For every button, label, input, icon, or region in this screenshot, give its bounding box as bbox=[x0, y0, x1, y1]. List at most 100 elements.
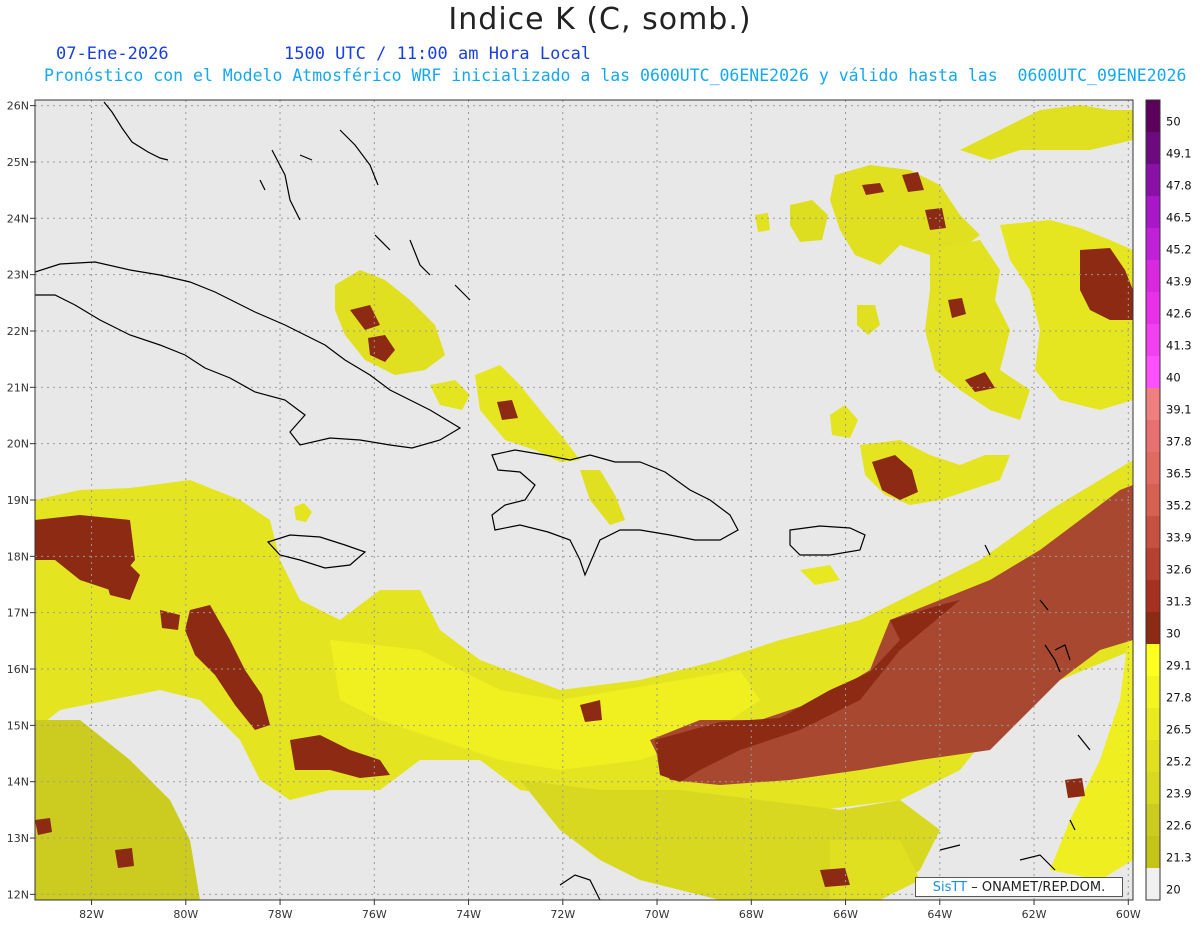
colorbar-swatch bbox=[1146, 228, 1160, 261]
colorbar-label: 33.9 bbox=[1166, 531, 1192, 545]
map-title: Indice K (C, somb.) bbox=[448, 2, 752, 37]
colorbar-label: 46.5 bbox=[1166, 211, 1192, 225]
lon-tick-label: 70W bbox=[645, 908, 670, 921]
colorbar-swatch bbox=[1146, 132, 1160, 165]
forecast-description: Pronóstico con el Modelo Atmosférico WRF… bbox=[44, 66, 1187, 85]
lon-tick-label: 78W bbox=[268, 908, 293, 921]
colorbar-label: 30 bbox=[1166, 627, 1181, 641]
coastline-jamaica bbox=[266, 534, 367, 569]
lon-tick-label: 76W bbox=[362, 908, 387, 921]
coastline-cuba bbox=[35, 261, 462, 449]
colorbar-label: 36.5 bbox=[1166, 467, 1192, 481]
colorbar-swatch bbox=[1146, 260, 1160, 293]
colorbar: 50 49.1 47.8 46.5 45.2 43.9 42.6 41.3 40 39.1 37.8… bbox=[1145, 99, 1192, 901]
colorbar-swatch bbox=[1146, 708, 1160, 741]
lat-tick-label: 13N bbox=[7, 832, 29, 845]
colorbar-label: 41.3 bbox=[1166, 339, 1192, 353]
lon-tick-label: 60W bbox=[1116, 908, 1141, 921]
lat-tick-label: 24N bbox=[7, 212, 29, 225]
colorbar-label: 29.1 bbox=[1166, 659, 1192, 673]
colorbar-swatch bbox=[1146, 868, 1160, 901]
colorbar-label: 45.2 bbox=[1166, 243, 1192, 257]
colorbar-swatch bbox=[1146, 484, 1160, 517]
lat-tick-label: 25N bbox=[7, 156, 29, 169]
sistt-logo: SisTT bbox=[932, 880, 968, 895]
coastline-hispaniola bbox=[491, 449, 739, 577]
lon-tick-label: 80W bbox=[173, 908, 198, 921]
colorbar-swatch bbox=[1146, 644, 1160, 677]
colorbar-label: 49.1 bbox=[1166, 147, 1192, 161]
colorbar-label: 50 bbox=[1166, 115, 1181, 129]
lon-tick-label: 82W bbox=[79, 908, 104, 921]
lat-tick-label: 15N bbox=[7, 719, 29, 732]
colorbar-label: 21.3 bbox=[1166, 851, 1192, 865]
lat-tick-label: 26N bbox=[7, 100, 29, 113]
colorbar-label: 31.3 bbox=[1166, 595, 1192, 609]
credit-organization: – ONAMET/REP.DOM. bbox=[971, 880, 1106, 895]
colorbar-swatch bbox=[1146, 548, 1160, 581]
k-index-field bbox=[35, 105, 1133, 900]
colorbar-label: 26.5 bbox=[1166, 723, 1192, 737]
colorbar-swatch bbox=[1146, 388, 1160, 421]
lon-tick-label: 64W bbox=[927, 908, 952, 921]
colorbar-label: 25.2 bbox=[1166, 755, 1192, 769]
coastline-florida bbox=[103, 101, 169, 161]
colorbar-swatch bbox=[1146, 452, 1160, 485]
colorbar-label: 35.2 bbox=[1166, 499, 1192, 513]
latitude-tick-labels: 26N 25N 24N 23N 22N 21N 20N 19N 18N 17N 16N 15N 14N 1… bbox=[7, 100, 35, 901]
lat-tick-label: 16N bbox=[7, 663, 29, 676]
lat-tick-label: 22N bbox=[7, 325, 29, 338]
lon-tick-label: 68W bbox=[739, 908, 764, 921]
colorbar-swatch bbox=[1146, 676, 1160, 709]
forecast-time: 1500 UTC / 11:00 am Hora Local bbox=[284, 44, 592, 64]
colorbar-swatch bbox=[1146, 836, 1160, 869]
colorbar-swatch bbox=[1146, 772, 1160, 805]
lat-tick-label: 20N bbox=[7, 438, 29, 451]
colorbar-swatch bbox=[1146, 580, 1160, 613]
colorbar-label: 43.9 bbox=[1166, 275, 1192, 289]
colorbar-swatch bbox=[1146, 292, 1160, 325]
colorbar-swatch bbox=[1146, 516, 1160, 549]
lon-tick-label: 72W bbox=[550, 908, 575, 921]
colorbar-label: 27.8 bbox=[1166, 691, 1192, 705]
colorbar-frame bbox=[1145, 99, 1161, 901]
colorbar-label: 32.6 bbox=[1166, 563, 1192, 577]
colorbar-label: 47.8 bbox=[1166, 179, 1192, 193]
lat-tick-label: 19N bbox=[7, 494, 29, 507]
colorbar-label: 42.6 bbox=[1166, 307, 1192, 321]
coastline-bahamas bbox=[259, 129, 471, 301]
lat-tick-label: 12N bbox=[7, 888, 29, 901]
colorbar-swatch bbox=[1146, 804, 1160, 837]
lon-tick-label: 62W bbox=[1022, 908, 1047, 921]
lat-tick-label: 21N bbox=[7, 381, 29, 394]
lat-tick-label: 17N bbox=[7, 607, 29, 620]
longitude-tick-labels: 82W 80W 78W 76W 74W 72W 70W 68W 66W 64W 62W 60W bbox=[79, 900, 1141, 921]
coastline-puerto-rico bbox=[789, 525, 866, 556]
colorbar-label: 39.1 bbox=[1166, 403, 1192, 417]
lon-tick-label: 74W bbox=[456, 908, 481, 921]
colorbar-label: 37.8 bbox=[1166, 435, 1192, 449]
colorbar-swatch bbox=[1146, 100, 1160, 133]
colorbar-label: 20 bbox=[1166, 883, 1181, 897]
colorbar-swatch bbox=[1146, 356, 1160, 389]
forecast-date: 07-Ene-2026 bbox=[56, 44, 169, 64]
colorbar-label: 23.9 bbox=[1166, 787, 1192, 801]
lat-tick-label: 23N bbox=[7, 269, 29, 282]
coastlines bbox=[35, 101, 1091, 900]
colorbar-label: 40 bbox=[1166, 371, 1181, 385]
lat-tick-label: 18N bbox=[7, 550, 29, 563]
credit-box: SisTT – ONAMET/REP.DOM. bbox=[915, 877, 1123, 897]
colorbar-swatch bbox=[1146, 740, 1160, 773]
colorbar-swatch bbox=[1146, 164, 1160, 197]
coastline-south-america bbox=[559, 844, 1056, 900]
colorbar-swatch bbox=[1146, 196, 1160, 229]
grid-lines bbox=[35, 100, 1133, 900]
coastline-lesser-antilles bbox=[984, 544, 1091, 831]
high-k-patches bbox=[35, 172, 1133, 887]
colorbar-label: 22.6 bbox=[1166, 819, 1192, 833]
colorbar-swatch bbox=[1146, 612, 1160, 645]
colorbar-swatch bbox=[1146, 324, 1160, 357]
lat-tick-label: 14N bbox=[7, 776, 29, 789]
lon-tick-label: 66W bbox=[833, 908, 858, 921]
